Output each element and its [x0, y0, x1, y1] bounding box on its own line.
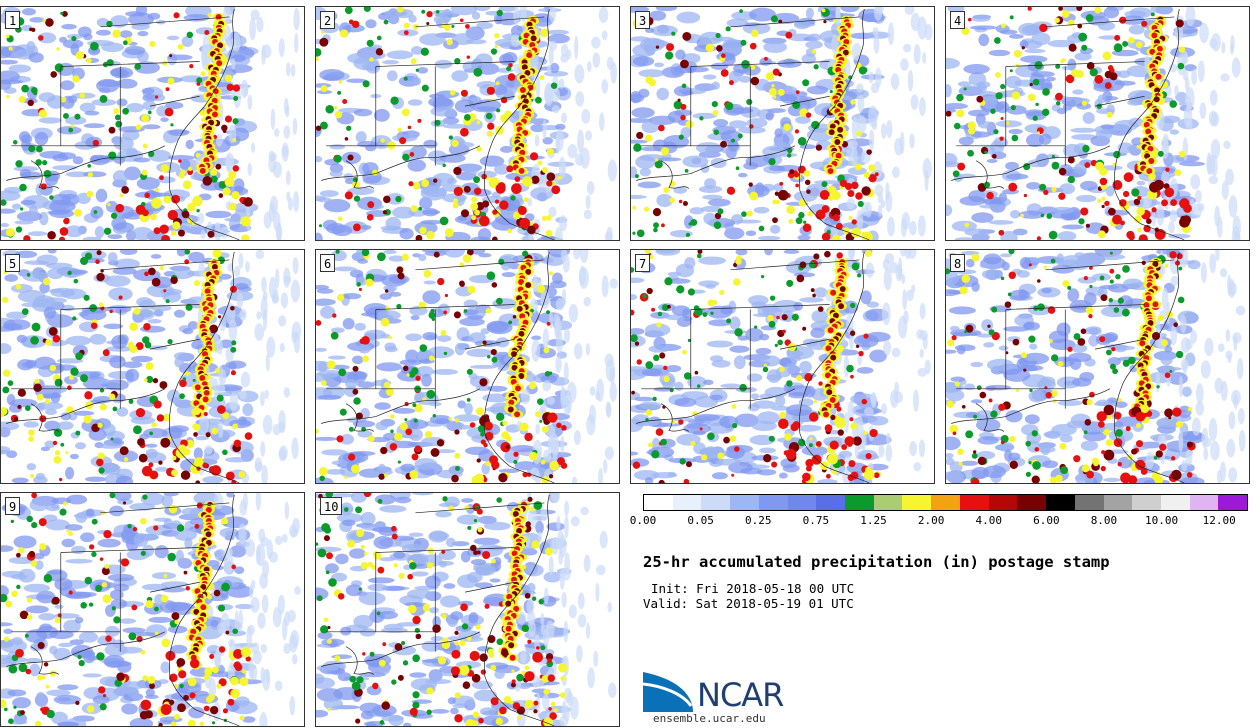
precip-field — [1, 250, 302, 483]
precip-field — [631, 7, 933, 240]
colorbar-swatch-18 — [1160, 495, 1190, 510]
member-label-3: 3 — [635, 11, 651, 29]
colorbar-tick-1: 0.05 — [687, 514, 714, 527]
precip-map-4 — [946, 7, 1241, 240]
precip-map-9 — [1, 493, 301, 726]
ncar-logo-icon — [643, 672, 693, 712]
colorbar-swatch-1 — [672, 495, 702, 510]
precip-field — [316, 250, 618, 483]
precip-map-6 — [316, 250, 618, 483]
colorbar-tick-6: 4.00 — [975, 514, 1002, 527]
member-label-7: 7 — [635, 254, 651, 272]
map-boundaries — [951, 251, 1185, 483]
precip-map-7 — [631, 250, 931, 483]
colorbar-swatch-0 — [644, 495, 673, 510]
colorbar-swatch-3 — [730, 495, 759, 510]
member-panel-6: 6 — [315, 249, 620, 484]
map-boundaries — [6, 8, 240, 240]
colorbar-tick-2: 0.25 — [744, 514, 772, 527]
member-label-9: 9 — [5, 497, 21, 515]
precip-map-8 — [946, 250, 1246, 483]
member-label-4: 4 — [950, 11, 966, 29]
colorbar-swatch-13 — [1017, 495, 1047, 510]
colorbar-swatch-2 — [701, 495, 731, 510]
member-panel-7: 7 — [630, 249, 935, 484]
map-boundaries — [951, 8, 1185, 240]
colorbar-tick-5: 2.00 — [917, 514, 945, 527]
map-boundaries — [636, 8, 870, 240]
member-label-10: 10 — [320, 497, 343, 515]
colorbar-swatch-7 — [845, 495, 874, 510]
logo-url: ensemble.ucar.edu — [653, 712, 766, 725]
colorbar-swatch-6 — [816, 495, 846, 510]
member-label-5: 5 — [5, 254, 21, 272]
colorbar-swatch-12 — [988, 495, 1018, 510]
colorbar-swatch-4 — [758, 495, 788, 510]
colorbar-tick-7: 6.00 — [1033, 514, 1060, 527]
precip-colorbar — [643, 494, 1248, 511]
precip-map-5 — [1, 250, 302, 483]
member-panel-8: 8 — [945, 249, 1250, 484]
colorbar-tick-10: 12.00 — [1202, 514, 1236, 527]
colorbar-tick-9: 10.00 — [1145, 514, 1179, 527]
colorbar-tick-3: 0.75 — [802, 514, 830, 527]
colorbar-swatch-17 — [1132, 495, 1161, 510]
precip-map-10 — [316, 493, 617, 726]
colorbar-swatch-14 — [1046, 495, 1075, 510]
map-boundaries — [321, 251, 555, 483]
colorbar-swatch-15 — [1074, 495, 1104, 510]
map-boundaries — [321, 494, 555, 726]
member-panel-1: 1 — [0, 6, 305, 241]
member-label-2: 2 — [320, 11, 336, 29]
plot-title: 25-hr accumulated precipitation (in) pos… — [643, 553, 1110, 571]
valid-time: Valid: Sat 2018-05-19 01 UTC — [643, 596, 854, 611]
colorbar-swatch-9 — [902, 495, 932, 510]
colorbar-swatch-16 — [1103, 495, 1133, 510]
colorbar-swatch-11 — [959, 495, 989, 510]
init-time: Init: Fri 2018-05-18 00 UTC — [651, 581, 855, 596]
colorbar-tick-4: 1.25 — [860, 514, 887, 527]
colorbar-swatch-10 — [931, 495, 960, 510]
colorbar-tick-8: 8.00 — [1090, 514, 1118, 527]
precip-field — [946, 7, 1241, 240]
member-panel-3: 3 — [630, 6, 935, 241]
precip-map-1 — [1, 7, 300, 240]
map-boundaries — [6, 251, 240, 483]
precip-field — [316, 493, 617, 726]
member-label-1: 1 — [5, 11, 21, 29]
precip-field — [1, 493, 301, 726]
map-boundaries — [636, 251, 870, 483]
precip-map-2 — [316, 7, 618, 240]
colorbar-swatch-8 — [873, 495, 903, 510]
map-boundaries — [321, 8, 555, 240]
colorbar-tick-0: 0.00 — [629, 514, 657, 527]
member-panel-4: 4 — [945, 6, 1250, 241]
precip-map-3 — [631, 7, 933, 240]
colorbar-tick-labels: 0.00 0.05 0.25 0.75 1.25 2.00 4.00 6.00 8.00 10.0… — [630, 514, 1248, 530]
colorbar-swatch-19 — [1189, 495, 1219, 510]
precip-field — [316, 7, 618, 240]
member-panel-10: 10 — [315, 492, 620, 727]
precip-field — [1, 7, 300, 240]
map-boundaries — [6, 494, 240, 726]
colorbar-swatch-5 — [787, 495, 817, 510]
precip-field — [631, 250, 931, 483]
member-panel-9: 9 — [0, 492, 305, 727]
colorbar-swatch-20 — [1218, 495, 1248, 510]
member-label-6: 6 — [320, 254, 336, 272]
logo-name: NCAR — [697, 676, 784, 714]
member-panel-2: 2 — [315, 6, 620, 241]
member-panel-5: 5 — [0, 249, 305, 484]
precip-field — [946, 250, 1246, 483]
member-label-8: 8 — [950, 254, 966, 272]
